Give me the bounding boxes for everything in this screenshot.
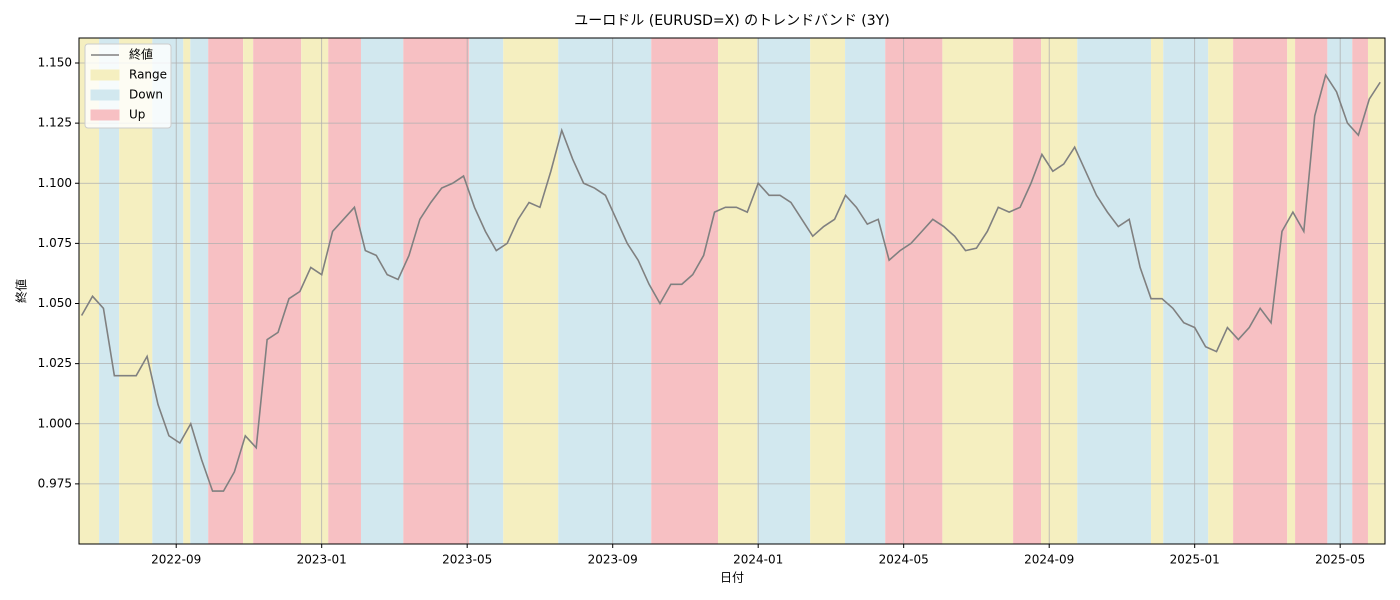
regime-band: [469, 38, 504, 544]
x-tick-label: 2023-05: [442, 553, 492, 567]
x-tick-label: 2024-01: [733, 553, 783, 567]
regime-band: [1295, 38, 1328, 544]
regime-band: [1077, 38, 1152, 544]
x-axis-label: 日付: [720, 571, 744, 585]
regime-band: [885, 38, 943, 544]
y-tick-label: 0.975: [38, 476, 72, 490]
regime-band: [99, 38, 120, 544]
regime-band: [1352, 38, 1368, 544]
regime-band: [757, 38, 811, 544]
regime-band: [503, 38, 559, 544]
x-tick-label: 2025-01: [1170, 553, 1220, 567]
y-tick-label: 1.025: [38, 356, 72, 370]
regime-band: [79, 38, 100, 544]
y-tick-label: 1.000: [38, 416, 72, 430]
legend-label: Range: [129, 68, 167, 82]
grid: [79, 38, 1385, 544]
x-tick-label: 2023-09: [588, 553, 638, 567]
chart-title: ユーロドル (EURUSD=X) のトレンドバンド (3Y): [574, 13, 889, 29]
regime-band: [651, 38, 719, 544]
regime-band: [1208, 38, 1234, 544]
x-tick-label: 2024-09: [1024, 553, 1074, 567]
x-tick-label: 2024-05: [879, 553, 929, 567]
x-tick-label: 2022-09: [151, 553, 201, 567]
regime-band: [243, 38, 254, 544]
regime-band: [810, 38, 846, 544]
regime-band: [1041, 38, 1078, 544]
regime-band: [558, 38, 652, 544]
axes: 0.975 1.000 1.025 1.050 1.075 1.100 1.125 1.150…: [38, 56, 1366, 567]
legend-label: Up: [129, 108, 145, 122]
regime-band: [403, 38, 470, 544]
legend: 終値 Range Down Up: [84, 43, 172, 129]
lines: [80, 73, 1381, 492]
legend-swatch: [90, 69, 120, 81]
regime-band: [301, 38, 329, 544]
price-line: [80, 73, 1381, 492]
y-axis-label: 終値: [14, 279, 29, 303]
x-tick-label: 2023-01: [297, 553, 347, 567]
y-tick-label: 1.075: [38, 236, 72, 250]
legend-box: [84, 43, 172, 129]
regime-band: [1163, 38, 1209, 544]
bands: [79, 38, 1385, 544]
regime-band: [190, 38, 209, 544]
legend-swatch: [90, 109, 120, 121]
legend-label: 終値: [129, 47, 153, 62]
legend-swatch: [90, 89, 120, 101]
regime-band: [1013, 38, 1042, 544]
regime-band: [942, 38, 1014, 544]
regime-band: [1287, 38, 1296, 544]
regime-band: [360, 38, 404, 544]
regime-band: [845, 38, 886, 544]
legend-label: Down: [129, 88, 163, 102]
y-tick-label: 1.100: [38, 176, 72, 190]
regime-band: [208, 38, 244, 544]
regime-band: [183, 38, 191, 544]
regime-band: [253, 38, 302, 544]
y-tick-label: 1.150: [38, 56, 72, 70]
y-tick-label: 1.050: [38, 296, 72, 310]
y-tick-label: 1.125: [38, 116, 72, 130]
regime-band: [718, 38, 758, 544]
regime-band: [328, 38, 361, 544]
regime-band: [1151, 38, 1164, 544]
x-tick-label: 2025-05: [1315, 553, 1365, 567]
regime-band: [1233, 38, 1288, 544]
regime-band: [1367, 38, 1385, 544]
plot-frame: [78, 37, 1386, 545]
